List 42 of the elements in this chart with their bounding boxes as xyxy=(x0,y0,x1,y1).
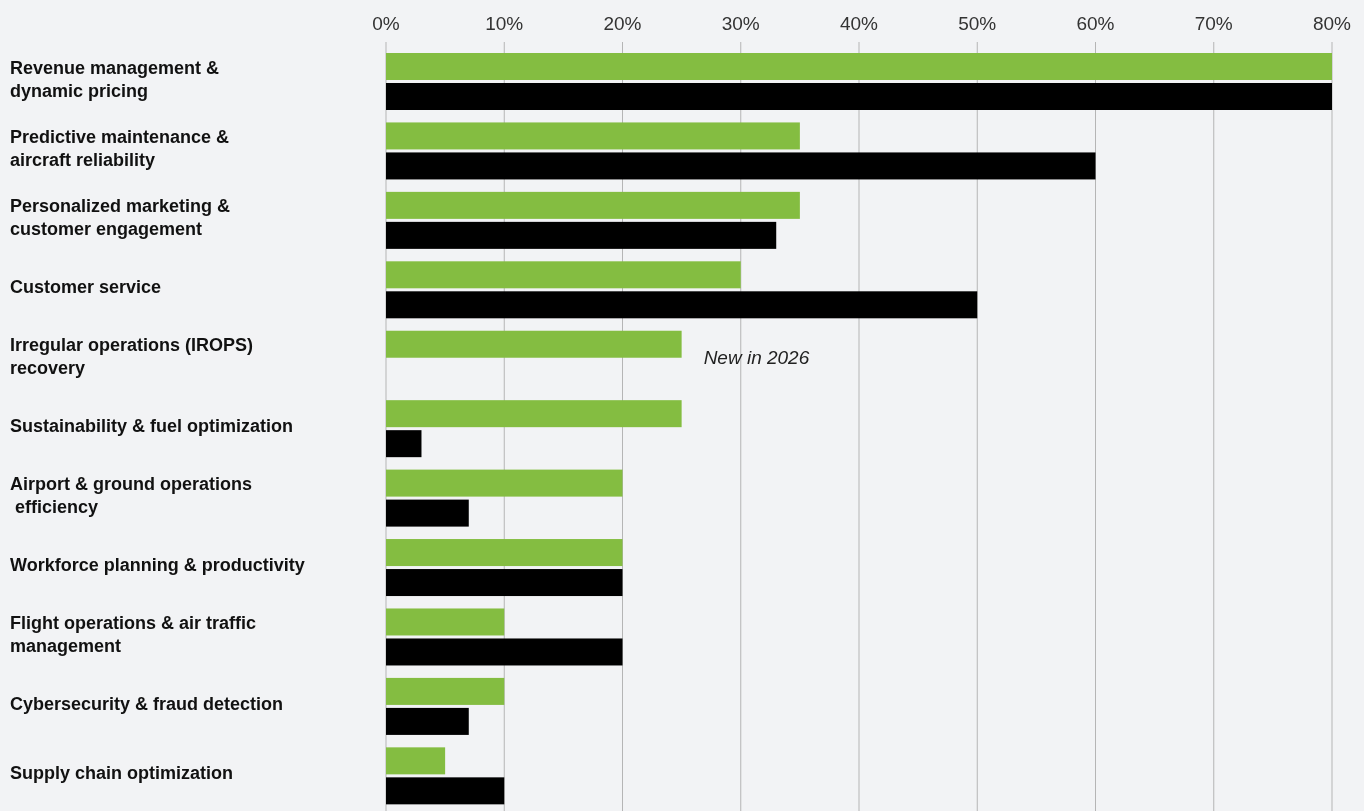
bar xyxy=(386,608,505,636)
y-tick-label: Cybersecurity & fraud detection xyxy=(10,693,284,714)
bar xyxy=(386,707,469,735)
bar xyxy=(386,330,682,358)
bar xyxy=(386,83,1332,110)
bar xyxy=(386,469,623,497)
bar xyxy=(386,53,1332,80)
y-tick-label: Supply chain optimization xyxy=(10,763,234,784)
x-tick-label: 20% xyxy=(603,13,642,34)
x-tick-label: 10% xyxy=(485,13,524,34)
bar xyxy=(386,539,623,567)
x-tick-label: 70% xyxy=(1194,13,1233,34)
x-tick-label: 50% xyxy=(958,13,997,34)
bar xyxy=(386,638,623,666)
bar xyxy=(386,221,777,249)
y-tick-label: Customer service xyxy=(10,277,162,298)
y-tick-label: Flight operations & air traffic management xyxy=(10,612,257,656)
bar xyxy=(386,677,505,705)
y-tick-label: Airport & ground operations efficiency xyxy=(10,473,252,517)
annotation: New in 2026 xyxy=(703,347,810,369)
bar xyxy=(386,400,682,428)
bar xyxy=(386,191,800,219)
x-tick-label: 80% xyxy=(1312,13,1352,34)
x-tick-label: 0% xyxy=(372,13,400,34)
y-tick-label: Revenue management & dynamic pricing xyxy=(10,57,220,101)
bar xyxy=(386,261,741,289)
bar xyxy=(386,122,800,150)
x-tick-label: 30% xyxy=(721,13,760,34)
y-tick-label: Workforce planning & productivity xyxy=(10,554,305,575)
bar xyxy=(386,777,505,805)
bar xyxy=(386,747,446,775)
y-tick-label: Sustainability & fuel optimization xyxy=(10,415,294,436)
y-tick-label: Irregular operations (IROPS) recovery xyxy=(10,334,254,378)
bar xyxy=(386,569,623,597)
y-tick-label: Personalized marketing & customer engagement xyxy=(10,196,231,240)
bar xyxy=(386,430,422,458)
bar xyxy=(386,499,469,527)
y-tick-label: Predictive maintenance & aircraft reliability xyxy=(10,126,230,170)
x-tick-label: 60% xyxy=(1076,13,1115,34)
bar xyxy=(386,152,1096,180)
x-tick-label: 40% xyxy=(839,13,879,34)
bar xyxy=(386,291,978,319)
